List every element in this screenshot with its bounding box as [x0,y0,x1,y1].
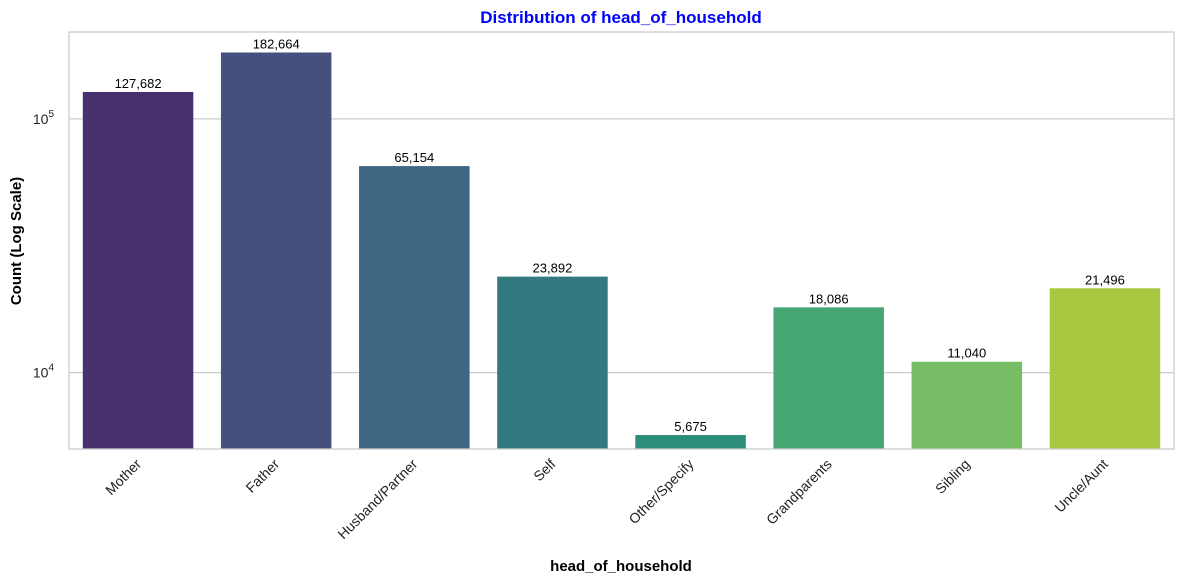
plot-frame [68,31,1175,450]
bar-uncle-aunt [1049,288,1161,449]
data-label: 5,675 [674,419,707,434]
bar-other-specify [635,435,746,449]
data-label: 65,154 [394,150,434,165]
bar-self [497,276,608,449]
data-label: 127,682 [115,76,162,91]
x-axis-label: head_of_household [550,558,692,575]
x-tick-label: Uncle/Aunt [1051,456,1111,516]
x-tick-label: Other/Specify [625,456,696,527]
x-tick-label: Mother [102,456,144,498]
data-label: 18,086 [809,291,849,306]
x-tick-label: Father [242,456,282,496]
y-axis-label: Count (Log Scale) [8,177,25,305]
bars [82,52,1161,450]
y-tick-label: 105 [33,109,55,127]
data-label: 182,664 [253,36,300,51]
x-tick-label: Sibling [932,456,973,497]
x-tick-label: Husband/Partner [334,456,420,542]
x-tick-label: Self [530,456,558,484]
bar-father [220,52,332,450]
bar-grandparents [773,307,884,449]
y-tick-label: 104 [33,363,55,381]
x-tick-label: Grandparents [763,456,835,528]
data-labels: 127,682 182,664 65,154 23,892 5,675 18,086 11,… [115,36,1125,434]
data-label: 23,892 [533,261,573,276]
bar-sibling [911,361,1023,449]
bar-mother [82,91,194,449]
y-axis-ticks: 104 105 [33,109,55,381]
data-label: 11,040 [947,346,986,361]
x-axis-ticks: Mother Father Husband/Partner Self Other/Spe… [102,456,1111,542]
chart-title: Distribution of head_of_household [480,8,761,27]
bar-husband-partner [359,166,470,449]
data-label: 21,496 [1085,272,1125,287]
